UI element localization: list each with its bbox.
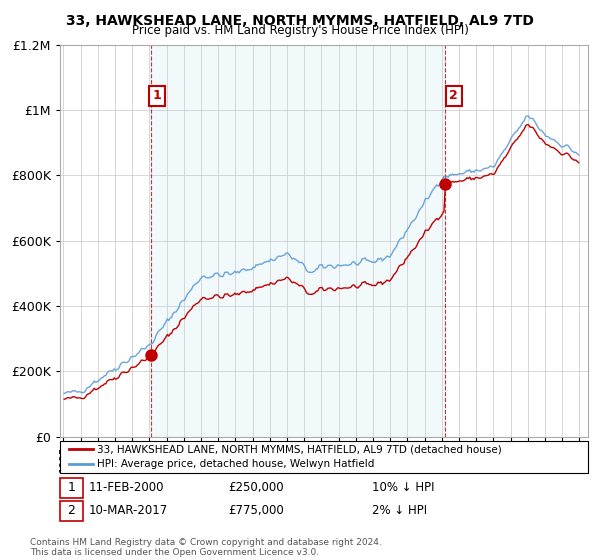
Text: 33, HAWKSHEAD LANE, NORTH MYMMS, HATFIELD, AL9 7TD: 33, HAWKSHEAD LANE, NORTH MYMMS, HATFIEL… xyxy=(66,14,534,28)
Text: 10-MAR-2017: 10-MAR-2017 xyxy=(89,504,168,517)
Text: 1: 1 xyxy=(67,481,76,494)
Text: £775,000: £775,000 xyxy=(228,504,284,517)
Text: 10% ↓ HPI: 10% ↓ HPI xyxy=(372,481,434,494)
Bar xyxy=(151,45,445,437)
Text: HPI: Average price, detached house, Welwyn Hatfield: HPI: Average price, detached house, Welw… xyxy=(97,459,374,469)
Text: 1: 1 xyxy=(152,89,161,102)
Text: 33, HAWKSHEAD LANE, NORTH MYMMS, HATFIELD, AL9 7TD (detached house): 33, HAWKSHEAD LANE, NORTH MYMMS, HATFIEL… xyxy=(97,445,502,455)
Text: £250,000: £250,000 xyxy=(228,481,284,494)
Text: 2: 2 xyxy=(449,89,458,102)
Text: 2% ↓ HPI: 2% ↓ HPI xyxy=(372,504,427,517)
Text: 2: 2 xyxy=(67,504,76,517)
Text: Price paid vs. HM Land Registry's House Price Index (HPI): Price paid vs. HM Land Registry's House … xyxy=(131,24,469,37)
Text: Contains HM Land Registry data © Crown copyright and database right 2024.
This d: Contains HM Land Registry data © Crown c… xyxy=(30,538,382,557)
Text: 11-FEB-2000: 11-FEB-2000 xyxy=(89,481,164,494)
